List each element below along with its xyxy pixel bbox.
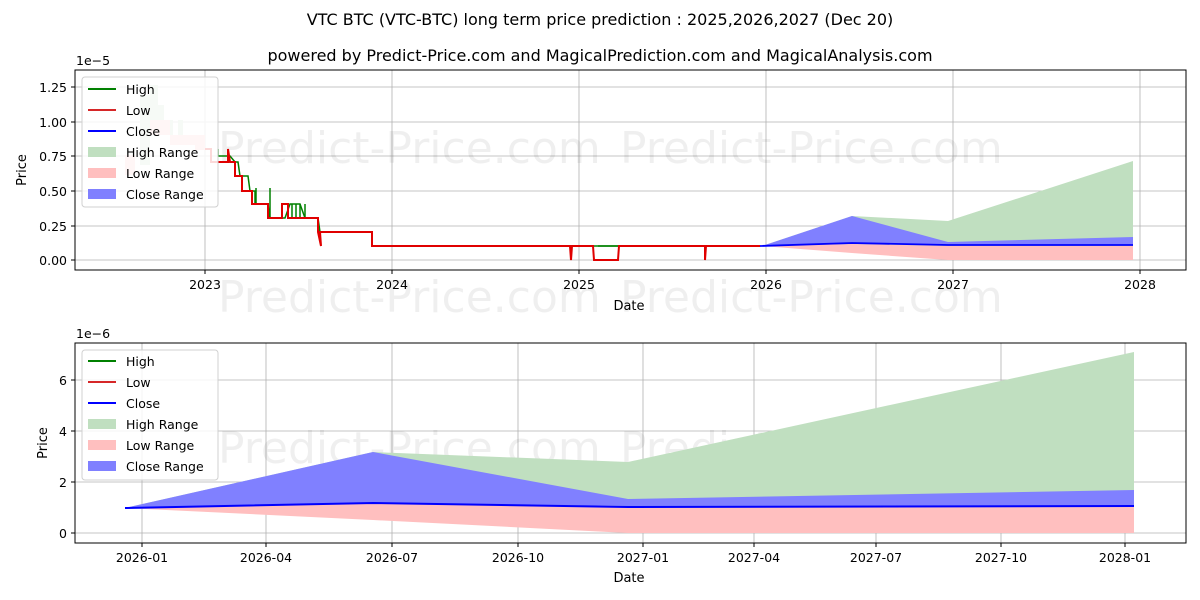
top-legend: High Low Close High Range Low Range Clos… [81,76,219,208]
svg-text:2027-07: 2027-07 [850,550,902,565]
chart-title: VTC BTC (VTC-BTC) long term price predic… [306,10,894,29]
svg-text:High Range: High Range [126,417,199,432]
svg-text:Low Range: Low Range [126,438,195,453]
top-y-ticks [71,86,75,261]
top-low-line [205,148,760,261]
svg-text:2028: 2028 [1124,277,1156,292]
top-close-range-area [762,216,1133,246]
svg-text:Low Range: Low Range [126,166,195,181]
top-y-axis-label: Price [15,154,30,186]
top-x-ticks [204,270,1141,274]
bottom-axes-frame [74,342,1187,544]
svg-text:0.25: 0.25 [39,219,67,234]
svg-text:2026-07: 2026-07 [366,550,418,565]
top-low-range-area [762,244,1133,260]
bottom-x-tick-labels: 2026-01 2026-04 2026-07 2026-10 2027-01 … [116,550,1151,565]
svg-text:Close Range: Close Range [126,187,204,202]
top-y-tick-labels: 0.00 0.25 0.50 0.75 1.00 1.25 [39,80,67,268]
top-x-axis-label: Date [613,299,644,314]
bottom-x-axis-label: Date [613,571,644,586]
svg-text:2025: 2025 [563,277,595,292]
top-close-line [759,242,1133,247]
svg-text:2026-10: 2026-10 [492,550,544,565]
svg-text:2028-01: 2028-01 [1099,550,1151,565]
watermark: Predict-Price.com [218,123,601,174]
svg-text:High: High [126,82,155,97]
top-axes-frame [74,69,1187,271]
bottom-y-tick-labels: 0 2 4 6 [59,373,67,541]
svg-text:0.50: 0.50 [39,184,67,199]
svg-text:Close: Close [126,124,160,139]
bottom-y-axis-label: Price [36,427,51,459]
bottom-close-line [124,501,1135,509]
svg-text:0.75: 0.75 [39,149,67,164]
bottom-low-range-area [125,503,1134,533]
top-y-scale-label: 1e−5 [76,53,110,68]
svg-text:2: 2 [59,475,67,490]
bottom-y-ticks [71,379,75,534]
svg-text:Low: Low [126,375,151,390]
svg-text:2026: 2026 [750,277,782,292]
svg-text:1.00: 1.00 [39,115,67,130]
watermark: Predict-Price.com [620,272,1003,323]
bottom-x-ticks [141,543,1126,547]
bottom-close-range-area [125,452,1134,508]
svg-text:Close Range: Close Range [126,459,204,474]
svg-text:0.00: 0.00 [39,253,67,268]
svg-text:2027-10: 2027-10 [975,550,1027,565]
bottom-legend: High Low Close High Range Low Range Clos… [81,349,219,481]
svg-text:4: 4 [59,424,67,439]
watermark: Predict-Price.com [620,123,1003,174]
svg-text:2023: 2023 [189,277,221,292]
svg-text:6: 6 [59,373,67,388]
svg-text:Close: Close [126,396,160,411]
svg-text:2027: 2027 [937,277,969,292]
top-x-tick-labels: 2023 2024 2025 2026 2027 2028 [189,277,1156,292]
watermark: Predict-Price.com [218,272,601,323]
bottom-chart: Predict-Price.com Predict-Price.com 0 2 … [36,326,1187,586]
svg-text:Low: Low [126,103,151,118]
svg-text:1.25: 1.25 [39,80,67,95]
svg-text:0: 0 [59,526,67,541]
bottom-y-scale-label: 1e−6 [76,326,110,341]
svg-text:2026-01: 2026-01 [116,550,168,565]
svg-text:High: High [126,354,155,369]
svg-text:2027-01: 2027-01 [617,550,669,565]
top-chart: Predict-Price.com Predict-Price.com [15,53,1187,323]
svg-text:High Range: High Range [126,145,199,160]
svg-text:2027-04: 2027-04 [728,550,780,565]
svg-text:2026-04: 2026-04 [240,550,292,565]
svg-text:2024: 2024 [376,277,408,292]
chart-subtitle: powered by Predict-Price.com and Magical… [267,46,933,65]
